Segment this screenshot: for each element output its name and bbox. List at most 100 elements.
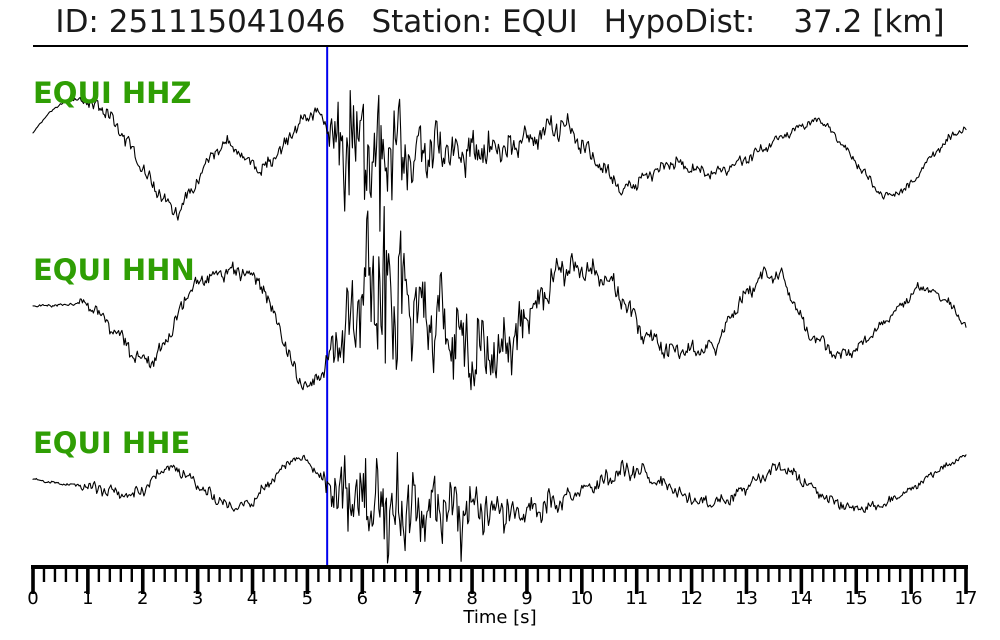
x-major-tick <box>854 569 859 594</box>
x-tick-label: 7 <box>411 588 422 609</box>
figure-title: ID: 251115041046 Station: EQUI HypoDist:… <box>0 4 1000 40</box>
x-major-tick <box>689 569 694 594</box>
x-tick-label: 4 <box>247 588 258 609</box>
channel-label-hhe: EQUI HHE <box>33 426 191 460</box>
hypodist-value: 37.2 [km] <box>793 4 945 40</box>
x-minor-tick <box>295 569 298 582</box>
x-tick-label: 12 <box>680 588 703 609</box>
x-minor-tick <box>657 569 660 582</box>
x-minor-tick <box>920 569 924 582</box>
x-minor-tick <box>339 569 342 582</box>
x-minor-tick <box>624 569 627 582</box>
x-major-tick <box>140 569 145 594</box>
x-minor-tick <box>876 569 880 582</box>
x-minor-tick <box>822 569 825 582</box>
x-minor-tick <box>734 569 737 582</box>
x-tick-label: 0 <box>27 588 38 609</box>
x-minor-tick <box>207 569 210 582</box>
x-minor-tick <box>536 569 540 582</box>
x-tick-label: 11 <box>625 588 648 609</box>
x-tick-label: 13 <box>735 588 758 609</box>
hypodist-label: HypoDist: <box>603 4 756 40</box>
x-major-tick <box>525 569 529 594</box>
channel-label-hhz: EQUI HHZ <box>33 76 192 110</box>
x-minor-tick <box>953 569 957 582</box>
x-tick-label: 3 <box>192 588 203 609</box>
trace-path-hhz <box>32 90 967 232</box>
x-tick-label: 1 <box>82 588 93 609</box>
x-minor-tick <box>273 569 276 582</box>
x-major-tick <box>799 569 804 594</box>
x-tick-label: 6 <box>357 588 368 609</box>
x-minor-tick <box>844 569 847 582</box>
x-minor-tick <box>547 569 551 582</box>
x-minor-tick <box>372 569 375 582</box>
x-minor-tick <box>53 569 57 582</box>
x-minor-tick <box>898 569 902 582</box>
x-minor-tick <box>866 569 869 582</box>
x-minor-tick <box>756 569 759 582</box>
x-major-tick <box>470 569 474 594</box>
x-major-tick <box>964 569 968 594</box>
x-major-tick <box>415 569 419 594</box>
x-minor-tick <box>185 569 188 582</box>
x-minor-tick <box>42 569 46 582</box>
x-minor-tick <box>558 569 562 582</box>
x-major-tick <box>195 569 200 594</box>
x-minor-tick <box>459 569 463 582</box>
x-major-tick <box>580 569 584 594</box>
x-minor-tick <box>833 569 836 582</box>
station: Station: EQUI <box>371 4 578 40</box>
x-tick-label: 9 <box>521 588 532 609</box>
x-minor-tick <box>712 569 715 582</box>
trace-path-hhe <box>32 451 967 564</box>
x-major-tick <box>305 569 310 594</box>
x-major-tick <box>634 569 639 594</box>
x-minor-tick <box>240 569 243 582</box>
x-minor-tick <box>174 569 177 582</box>
x-minor-tick <box>481 569 485 582</box>
x-minor-tick <box>284 569 287 582</box>
x-minor-tick <box>778 569 781 582</box>
x-minor-tick <box>229 569 232 582</box>
x-tick-label: 17 <box>955 588 978 609</box>
x-major-tick <box>909 569 913 594</box>
x-minor-tick <box>152 569 155 582</box>
x-minor-tick <box>97 569 101 582</box>
x-tick-label: 15 <box>845 588 868 609</box>
x-minor-tick <box>437 569 441 582</box>
x-minor-tick <box>448 569 452 582</box>
x-minor-tick <box>328 569 331 582</box>
x-axis-line <box>31 565 968 569</box>
x-minor-tick <box>503 569 507 582</box>
x-minor-tick <box>426 569 430 582</box>
x-axis-label: Time [s] <box>463 607 537 628</box>
x-minor-tick <box>723 569 726 582</box>
x-minor-tick <box>613 569 616 582</box>
x-tick-label: 10 <box>570 588 593 609</box>
trace-path-hhn <box>32 205 967 391</box>
x-minor-tick <box>602 569 605 582</box>
x-major-tick <box>31 569 35 594</box>
x-minor-tick <box>679 569 682 582</box>
x-minor-tick <box>942 569 946 582</box>
event-id: ID: 251115041046 <box>55 4 346 40</box>
x-minor-tick <box>569 569 573 582</box>
x-minor-tick <box>646 569 649 582</box>
x-minor-tick <box>64 569 68 582</box>
x-minor-tick <box>405 569 408 582</box>
x-minor-tick <box>492 569 496 582</box>
x-major-tick <box>86 569 90 594</box>
x-major-tick <box>744 569 749 594</box>
x-tick-label: 2 <box>137 588 148 609</box>
title-separator-line <box>33 45 968 47</box>
x-major-tick <box>360 569 365 594</box>
x-minor-tick <box>811 569 814 582</box>
x-minor-tick <box>701 569 704 582</box>
x-tick-label: 5 <box>302 588 313 609</box>
x-minor-tick <box>383 569 386 582</box>
x-minor-tick <box>591 569 594 582</box>
x-tick-label: 8 <box>466 588 477 609</box>
